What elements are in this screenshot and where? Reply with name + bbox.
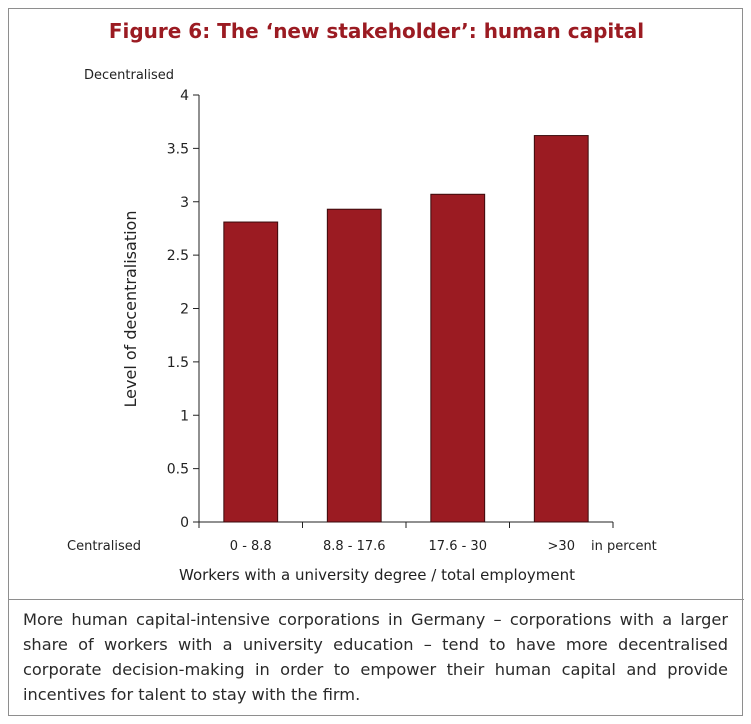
bars bbox=[223, 135, 589, 523]
x-axis-label: Workers with a university degree / total… bbox=[179, 566, 575, 584]
figure-title: Figure 6: The ‘new stakeholder’: human c… bbox=[108, 19, 645, 43]
y-ticks: 0 0.5 1 1.5 2 2.5 3 3.5 4 bbox=[167, 88, 199, 531]
y-top-annotation: Decentralised bbox=[84, 68, 174, 83]
y-tick-label: 0 bbox=[180, 515, 189, 531]
bar-chart: 0 0.5 1 1.5 2 2.5 3 3.5 4 0 - 8.8 8.8 - 17.6 17.6 … bbox=[67, 68, 657, 584]
x-tick-label: 17.6 - 30 bbox=[429, 539, 487, 554]
y-tick-label: 0.5 bbox=[167, 462, 189, 478]
y-tick-label: 2.5 bbox=[167, 248, 189, 264]
y-tick-label: 2 bbox=[180, 302, 189, 318]
figure-caption: More human capital-intensive corporation… bbox=[23, 610, 728, 704]
figure-frame: Figure 6: The ‘new stakeholder’: human c… bbox=[8, 8, 744, 716]
caption-divider bbox=[9, 599, 744, 600]
y-tick-label: 3.5 bbox=[167, 141, 189, 157]
y-axis-label: Level of decentralisation bbox=[121, 211, 140, 408]
x-tick-label: 8.8 - 17.6 bbox=[323, 539, 386, 554]
y-tick-label: 1.5 bbox=[167, 355, 189, 371]
y-tick-label: 3 bbox=[180, 195, 189, 211]
y-tick-label: 4 bbox=[180, 88, 189, 104]
labels: Decentralised Centralised in percent Lev… bbox=[67, 68, 657, 584]
x-tick-label: >30 bbox=[548, 539, 575, 554]
bar-3 bbox=[430, 193, 486, 523]
y-tick-label: 1 bbox=[180, 408, 189, 424]
y-bottom-annotation: Centralised bbox=[67, 539, 141, 554]
x-unit-annotation: in percent bbox=[591, 539, 657, 554]
x-tick-label: 0 - 8.8 bbox=[230, 539, 272, 554]
bar-4 bbox=[533, 135, 589, 523]
x-ticks: 0 - 8.8 8.8 - 17.6 17.6 - 30 >30 bbox=[198, 522, 614, 554]
bar-1 bbox=[223, 221, 279, 523]
bar-2 bbox=[326, 208, 382, 523]
